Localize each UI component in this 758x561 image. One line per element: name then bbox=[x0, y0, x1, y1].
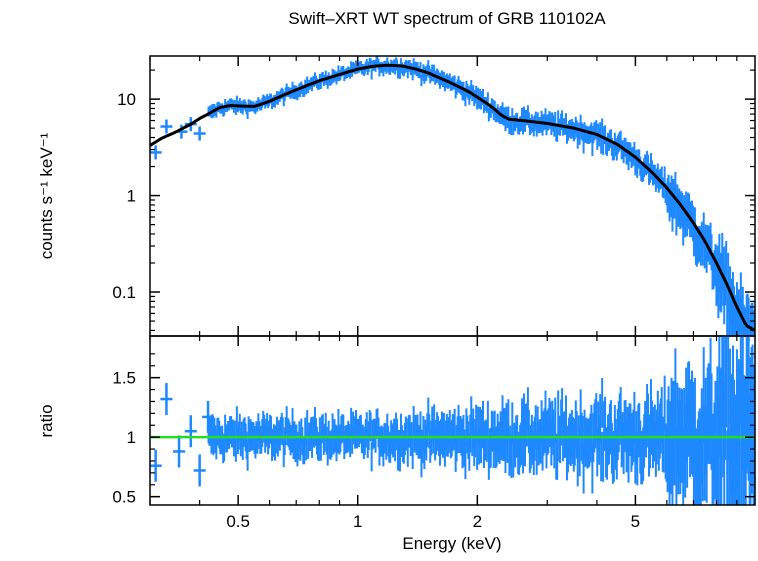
x-tick-label: 5 bbox=[631, 512, 640, 531]
y-tick-label: 10 bbox=[117, 90, 136, 109]
y-tick-label: 1 bbox=[127, 187, 136, 206]
spectrum-y-axis-label: counts s⁻¹ keV⁻¹ bbox=[37, 132, 56, 259]
x-tick-label: 1 bbox=[353, 512, 362, 531]
x-tick-label: 2 bbox=[473, 512, 482, 531]
ratio-panel: 1.5 1 0.5 ratio bbox=[37, 335, 756, 507]
spectrum-model-curve bbox=[149, 63, 756, 332]
x-axis-label: Energy (keV) bbox=[402, 534, 501, 553]
spectrum-axis-ticks: 10 1 0.1 bbox=[112, 56, 755, 336]
ratio-panel-frame bbox=[149, 335, 756, 506]
spectrum-data-layer bbox=[149, 56, 756, 359]
y-tick-label: 0.1 bbox=[112, 283, 136, 302]
ratio-y-axis-label: ratio bbox=[37, 404, 56, 437]
y-tick-label: 1 bbox=[127, 428, 136, 447]
y-tick-label: 0.5 bbox=[112, 488, 136, 507]
x-tick-labels: 0.5 1 2 5 bbox=[226, 512, 640, 531]
spectrum-panel: 10 1 0.1 counts s⁻¹ keV⁻¹ bbox=[37, 55, 756, 359]
ratio-axis-ticks: 1.5 1 0.5 bbox=[112, 336, 755, 507]
ratio-data-layer bbox=[149, 336, 756, 505]
x-tick-label: 0.5 bbox=[226, 512, 250, 531]
y-tick-label: 1.5 bbox=[112, 369, 136, 388]
chart-title: Swift–XRT WT spectrum of GRB 110102A bbox=[288, 9, 606, 28]
